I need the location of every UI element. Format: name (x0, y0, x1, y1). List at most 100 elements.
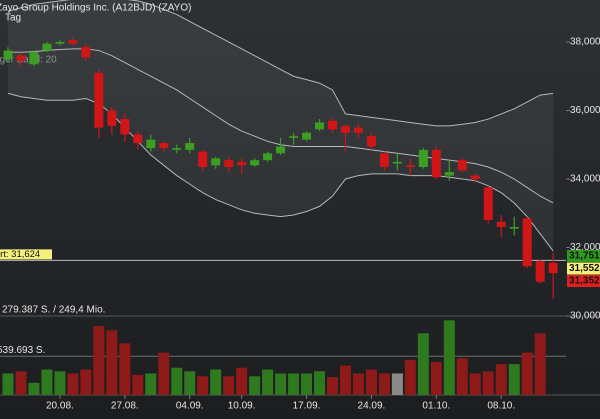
volume-bar (171, 367, 183, 395)
volume-bar (301, 373, 313, 395)
candle-body (107, 110, 117, 126)
candle-body (81, 47, 91, 58)
candle-body (457, 160, 467, 171)
candle-body (159, 143, 169, 149)
x-tick-label: 01.10. (422, 401, 450, 412)
volume-bar (119, 343, 131, 395)
volume-bar (430, 361, 442, 395)
x-tick-label: 08.10. (487, 401, 515, 412)
volume-bar (158, 352, 170, 395)
candle-body (172, 148, 182, 150)
volume-bar (93, 326, 105, 395)
volume-bar (534, 333, 546, 395)
volume-bar (482, 371, 494, 395)
volume-bar (391, 373, 403, 395)
volume-bar (521, 352, 533, 395)
candle-body (509, 226, 519, 229)
candle-body (16, 55, 26, 61)
chart-title: Zayo Group Holdings Inc. (A12BJD) (ZAYO) (0, 3, 191, 14)
candle-body (340, 125, 350, 133)
band-line (7, 0, 554, 127)
volume-bar (352, 373, 364, 395)
y-tick-label: 30,000 (570, 311, 600, 322)
x-tick-label: 20.08. (46, 401, 74, 412)
volume-bar (378, 373, 390, 395)
volume-bar (132, 374, 144, 395)
volume-bar (404, 359, 416, 395)
candle-body (366, 136, 376, 147)
volume-bar (80, 369, 92, 395)
volume-bar (417, 333, 429, 395)
band-label: Bollinger Band: 20 (0, 55, 57, 66)
candle-body (211, 158, 221, 166)
volume-bar (145, 373, 157, 395)
candle-body (483, 187, 493, 221)
candle-body (405, 165, 415, 168)
candle-body (250, 160, 260, 166)
candle-body (276, 146, 286, 154)
price-tag-label: 31,552 (569, 263, 600, 274)
candle-body (185, 143, 195, 150)
candle-body (470, 175, 480, 179)
volume-bar (443, 320, 455, 395)
price-tag (567, 275, 600, 288)
candle-body (353, 127, 363, 133)
candle-body (328, 120, 337, 130)
candle-body (548, 262, 558, 274)
reference-box (0, 249, 52, 260)
volume-bar (327, 377, 338, 395)
volume-bar (469, 373, 481, 395)
x-tick-label: 27.08. (111, 401, 139, 412)
price-tag (567, 262, 600, 275)
volume-bar (184, 371, 196, 395)
candle-body (146, 139, 156, 149)
candle-body (431, 149, 441, 178)
volume-bar (236, 367, 248, 395)
candle-body (42, 43, 52, 51)
y-tick-label: 38,000 (570, 37, 600, 48)
price-tag (567, 250, 600, 263)
volume-bar (28, 382, 40, 395)
y-tick-label: 36,000 (570, 105, 600, 116)
volume-bar (41, 369, 53, 395)
volume-bar (197, 376, 209, 395)
y-tick-label: 32,000 (570, 242, 600, 253)
x-tick-label: 24.09. (358, 401, 386, 412)
volume-bar (262, 369, 274, 395)
candle-body (379, 153, 389, 168)
x-tick-label: 17.09. (293, 401, 321, 412)
candle-body (496, 221, 506, 227)
volume-bar (210, 369, 222, 395)
y-tick-label: 34,000 (570, 174, 600, 185)
x-tick-label: 04.09. (176, 401, 204, 412)
candle-body (315, 122, 325, 130)
volume-bar (508, 364, 520, 395)
reference-label: Wert: 31,624 (0, 249, 40, 260)
candle-body (94, 72, 104, 128)
candle-body (224, 160, 234, 168)
volume-bar (249, 376, 261, 395)
x-tick-label: 10.09. (228, 401, 256, 412)
volume-bar (275, 373, 287, 395)
volume-bar (15, 371, 27, 395)
candle-body (392, 161, 402, 164)
candle-body (522, 218, 532, 267)
chart-subtitle: Tag (5, 13, 21, 24)
candle-body (68, 40, 78, 44)
volume-bar (106, 330, 118, 395)
candle-body (418, 149, 428, 168)
volume-bar (67, 373, 79, 395)
candle-body (55, 41, 65, 44)
candle-body (29, 52, 39, 65)
volume-bar (339, 365, 351, 395)
volume-bar (365, 369, 377, 395)
volume-bar (2, 373, 14, 395)
volume-bar (54, 371, 66, 395)
price-tag-label: 31,352 (569, 276, 600, 287)
volume-bar (314, 371, 326, 395)
candle-body (198, 151, 208, 168)
volume-tick-label: 539.693 S. (0, 345, 45, 356)
candle-body (289, 136, 299, 138)
candle-body (302, 132, 312, 140)
